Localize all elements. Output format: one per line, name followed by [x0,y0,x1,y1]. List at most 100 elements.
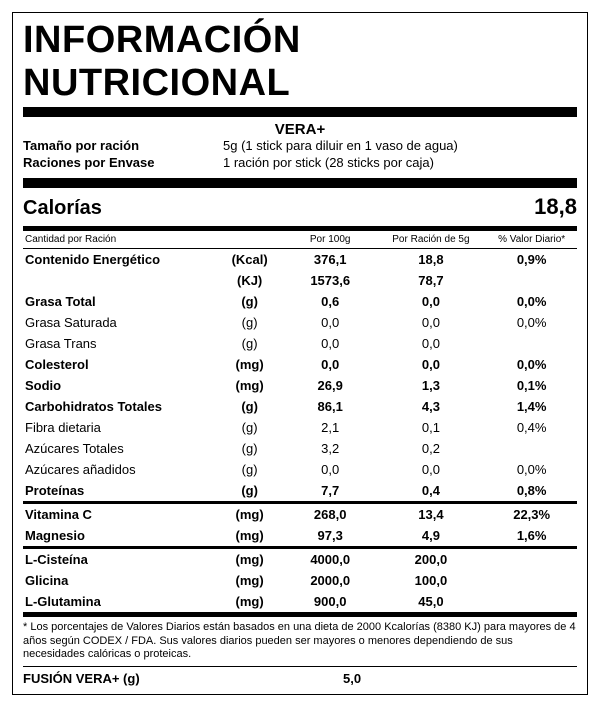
row-per5: 4,3 [376,396,487,417]
row-unit: (mg) [214,525,285,546]
row-dv: 22,3% [486,504,577,525]
row-name: Azúcares Totales [23,438,214,459]
calories-value: 18,8 [534,194,577,220]
row-dv [486,438,577,459]
row-per100: 2,1 [285,417,376,438]
row-per5: 4,9 [376,525,487,546]
nutrition-row: Magnesio(mg)97,34,91,6% [23,525,577,546]
calories-row: Calorías 18,8 [23,188,577,226]
row-unit: (mg) [214,504,285,525]
divider [23,178,577,188]
row-name: Colesterol [23,354,214,375]
row-name: Vitamina C [23,504,214,525]
row-dv [486,549,577,570]
fusion-label: FUSIÓN VERA+ (g) [23,671,223,686]
row-per100: 900,0 [285,591,376,612]
row-name: Grasa Saturada [23,312,214,333]
row-unit: (mg) [214,591,285,612]
row-unit: (mg) [214,549,285,570]
nutrition-row: (KJ)1573,678,7 [23,270,577,291]
serving-size-value: 5g (1 stick para diluir en 1 vaso de agu… [223,138,577,155]
row-dv [486,270,577,291]
row-per100: 0,6 [285,291,376,312]
row-name: Grasa Total [23,291,214,312]
row-per100: 26,9 [285,375,376,396]
row-dv: 0,0% [486,312,577,333]
row-unit: (g) [214,417,285,438]
nutrition-row: Azúcares Totales(g)3,20,2 [23,438,577,459]
fusion-value: 5,0 [313,671,577,686]
row-per100: 376,1 [285,248,376,270]
calories-label: Calorías [23,197,102,220]
row-per5: 78,7 [376,270,487,291]
servings-value: 1 ración por stick (28 sticks por caja) [223,155,577,172]
nutrition-table: Cantidad por Ración Por 100g Por Ración … [23,231,577,612]
row-dv: 0,0% [486,459,577,480]
row-dv: 0,0% [486,291,577,312]
nutrition-row: Grasa Total(g)0,60,00,0% [23,291,577,312]
nutrition-row: Azúcares añadidos(g)0,00,00,0% [23,459,577,480]
row-dv: 0,9% [486,248,577,270]
row-per100: 97,3 [285,525,376,546]
row-per5: 0,2 [376,438,487,459]
nutrition-row: Contenido Energético(Kcal)376,118,80,9% [23,248,577,270]
divider [23,107,577,117]
row-unit: (g) [214,438,285,459]
nutrition-row: Sodio(mg)26,91,30,1% [23,375,577,396]
row-per5: 1,3 [376,375,487,396]
row-dv: 1,4% [486,396,577,417]
row-dv: 0,4% [486,417,577,438]
column-header-row: Cantidad por Ración Por 100g Por Ración … [23,231,577,249]
row-dv: 0,0% [486,354,577,375]
row-per5: 0,0 [376,291,487,312]
row-per100: 0,0 [285,312,376,333]
row-unit: (g) [214,459,285,480]
nutrition-panel: INFORMACIÓN NUTRICIONAL VERA+ Tamaño por… [12,12,588,695]
row-name: Sodio [23,375,214,396]
row-per100: 3,2 [285,438,376,459]
row-per100: 1573,6 [285,270,376,291]
row-unit: (mg) [214,570,285,591]
col-header-ration: Cantidad por Ración [23,231,214,249]
row-per100: 7,7 [285,480,376,501]
col-header-5: Por Ración de 5g [376,231,487,249]
serving-meta: Tamaño por ración 5g (1 stick para dilui… [23,138,577,172]
row-per100: 0,0 [285,459,376,480]
fusion-row: FUSIÓN VERA+ (g) 5,0 [23,667,577,688]
row-unit: (g) [214,396,285,417]
row-per5: 0,1 [376,417,487,438]
row-name: Glicina [23,570,214,591]
col-header-100: Por 100g [285,231,376,249]
row-unit: (g) [214,480,285,501]
row-name: Magnesio [23,525,214,546]
row-name: Contenido Energético [23,248,214,270]
row-dv [486,591,577,612]
footnote: * Los porcentajes de Valores Diarios est… [23,617,577,666]
row-per5: 0,0 [376,333,487,354]
row-dv: 1,6% [486,525,577,546]
row-per100: 2000,0 [285,570,376,591]
row-per100: 86,1 [285,396,376,417]
row-name: L-Cisteína [23,549,214,570]
nutrition-row: Carbohidratos Totales(g)86,14,31,4% [23,396,577,417]
row-name: Grasa Trans [23,333,214,354]
row-unit: (mg) [214,354,285,375]
row-per100: 0,0 [285,354,376,375]
nutrition-row: Grasa Saturada(g)0,00,00,0% [23,312,577,333]
row-per5: 0,0 [376,312,487,333]
row-per5: 0,0 [376,459,487,480]
row-per5: 0,4 [376,480,487,501]
row-per100: 4000,0 [285,549,376,570]
row-dv: 0,1% [486,375,577,396]
row-name [23,270,214,291]
row-name: L-Glutamina [23,591,214,612]
row-per5: 18,8 [376,248,487,270]
nutrition-row: L-Cisteína(mg)4000,0200,0 [23,549,577,570]
row-unit: (KJ) [214,270,285,291]
row-unit: (g) [214,333,285,354]
row-per5: 200,0 [376,549,487,570]
nutrition-row: Glicina(mg)2000,0100,0 [23,570,577,591]
row-per100: 0,0 [285,333,376,354]
col-header-dv: % Valor Diario* [486,231,577,249]
nutrition-row: Grasa Trans(g)0,00,0 [23,333,577,354]
